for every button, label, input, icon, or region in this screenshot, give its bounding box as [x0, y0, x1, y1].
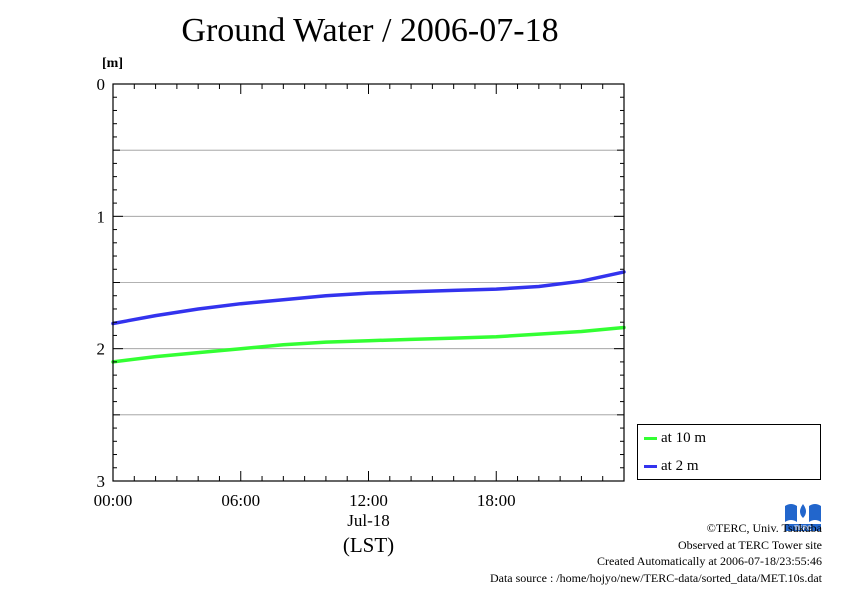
x-date-label: Jul-18: [347, 511, 390, 530]
x-timezone-label: (LST): [343, 533, 394, 557]
legend: at 10 m at 2 m: [637, 424, 821, 480]
series-line-0: [111, 325, 626, 364]
legend-item-at-10m: at 10 m: [644, 430, 706, 447]
y-tick-label: 3: [97, 472, 106, 491]
x-tick-label: 00:00: [94, 491, 133, 510]
credit-source: Data source : /home/hojyo/new/TERC-data/…: [489, 570, 822, 585]
chart-title: Ground Water / 2006-07-18: [181, 12, 559, 49]
legend-label-at-10m: at 10 m: [661, 430, 706, 446]
credit-created: Created Automatically at 2006-07-18/23:5…: [597, 554, 822, 568]
axis-ticks: [112, 83, 625, 482]
axis-labels: 0 1 2 300:00 06:00 12:00 18:00 Jul-18 (LST): [94, 75, 516, 557]
y-tick-label: 2: [97, 340, 106, 359]
y-tick-label: 0: [97, 75, 106, 94]
grid-lines: [113, 149, 624, 416]
y-axis-unit-label: [m]: [102, 56, 123, 71]
x-tick-label: 12:00: [349, 491, 388, 510]
x-tick-label: 18:00: [477, 491, 516, 510]
legend-swatch-at-10m: [644, 437, 657, 440]
credits-block: ©TERC, Univ. Tsukuba Observed at TERC To…: [490, 520, 822, 586]
logo-text: TERC: [794, 525, 812, 532]
series-lines: [111, 270, 626, 364]
legend-swatch-at-2m: [644, 465, 657, 468]
series-line-1: [111, 270, 626, 326]
x-tick-label: 06:00: [221, 491, 260, 510]
terc-logo-icon: TERC: [783, 502, 823, 532]
legend-item-at-2m: at 2 m: [644, 458, 699, 475]
y-tick-label: 1: [97, 207, 106, 226]
credit-observed: Observed at TERC Tower site: [677, 537, 822, 552]
credit-copyright: ©TERC, Univ. Tsukuba: [706, 521, 822, 535]
legend-label-at-2m: at 2 m: [661, 458, 699, 474]
